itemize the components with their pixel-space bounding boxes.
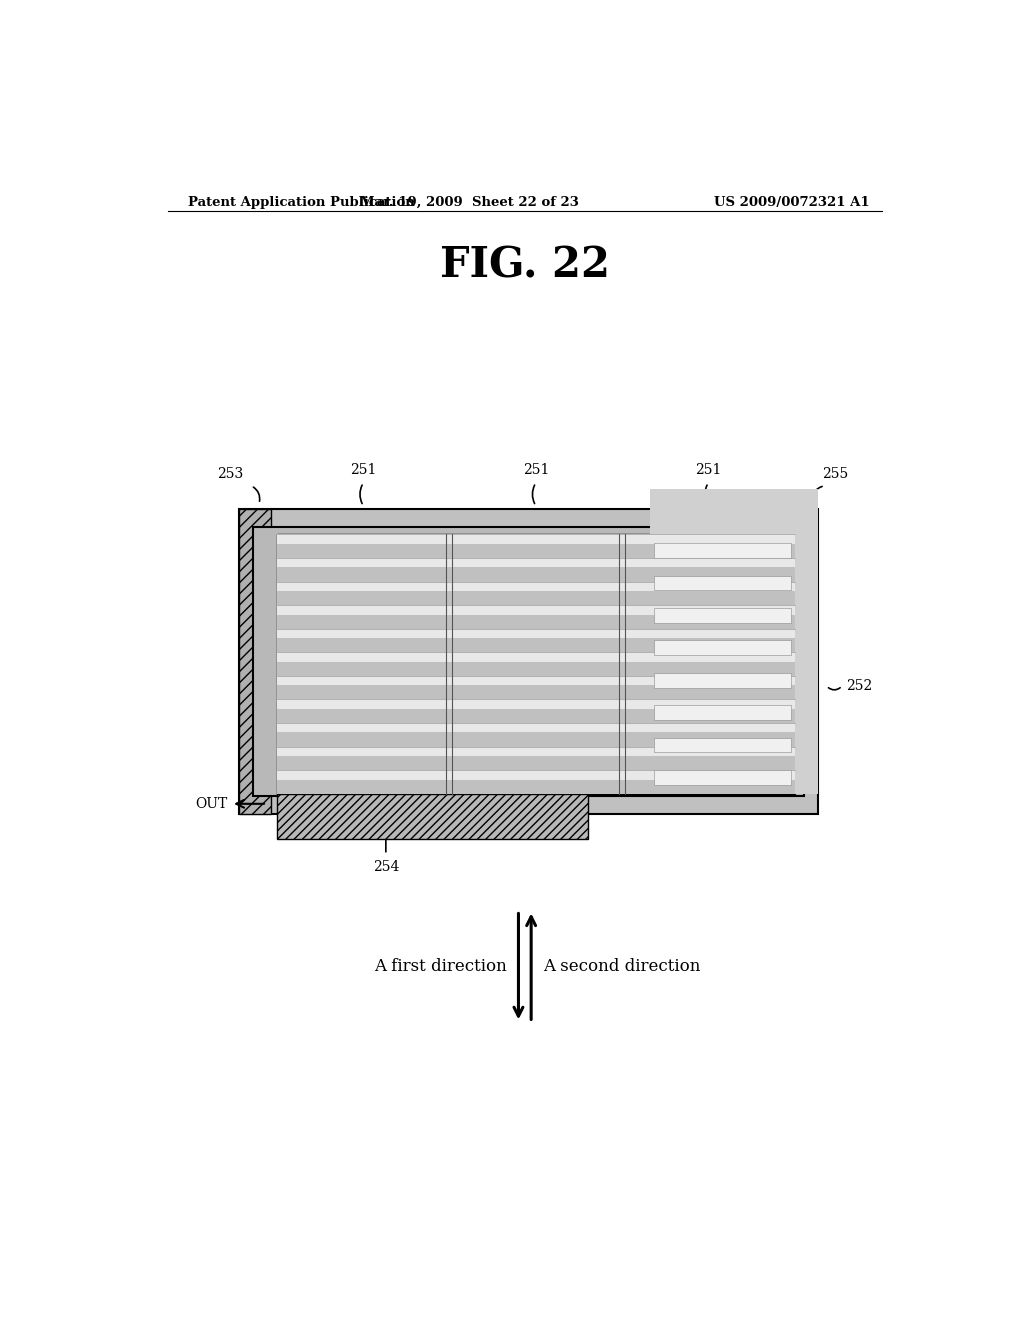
Bar	[653, 544, 791, 558]
Bar	[278, 756, 795, 770]
Bar	[278, 535, 795, 793]
Bar	[278, 685, 795, 700]
Text: 251: 251	[350, 462, 377, 477]
Bar	[278, 709, 795, 723]
Bar	[253, 528, 804, 796]
Text: Patent Application Publication: Patent Application Publication	[187, 195, 415, 209]
Bar	[278, 605, 795, 615]
Bar	[653, 673, 791, 688]
Bar	[278, 770, 795, 780]
Bar	[240, 510, 818, 814]
Bar	[278, 535, 795, 544]
Text: 254: 254	[373, 859, 399, 874]
Bar	[653, 640, 791, 655]
Bar	[278, 723, 795, 733]
Bar	[278, 558, 795, 568]
Text: FIG. 22: FIG. 22	[439, 244, 610, 286]
Bar	[278, 780, 795, 793]
Text: 251: 251	[695, 462, 722, 477]
Bar	[650, 488, 818, 793]
Bar	[278, 582, 795, 591]
Bar	[653, 738, 791, 752]
Bar	[278, 700, 795, 709]
Bar	[278, 661, 795, 676]
Bar	[278, 747, 795, 756]
Text: 251: 251	[522, 462, 549, 477]
Text: 255: 255	[822, 466, 849, 480]
Bar	[278, 733, 795, 747]
Bar	[278, 568, 795, 582]
Text: 253: 253	[217, 466, 243, 480]
Text: A first direction: A first direction	[374, 958, 507, 975]
Text: OUT: OUT	[195, 797, 227, 810]
Bar	[653, 576, 791, 590]
Bar	[653, 609, 791, 623]
Bar	[278, 638, 795, 652]
Bar	[653, 770, 791, 785]
Text: Mar. 19, 2009  Sheet 22 of 23: Mar. 19, 2009 Sheet 22 of 23	[359, 195, 579, 209]
Text: A second direction: A second direction	[543, 958, 700, 975]
Bar	[278, 628, 795, 638]
Text: 252: 252	[846, 678, 872, 693]
Bar	[278, 615, 795, 628]
Bar	[278, 676, 795, 685]
Bar	[653, 705, 791, 719]
Bar	[240, 510, 270, 814]
Bar	[278, 544, 795, 558]
Bar	[278, 591, 795, 605]
Text: US 2009/0072321 A1: US 2009/0072321 A1	[715, 195, 870, 209]
Bar	[278, 793, 588, 840]
Bar	[278, 652, 795, 661]
